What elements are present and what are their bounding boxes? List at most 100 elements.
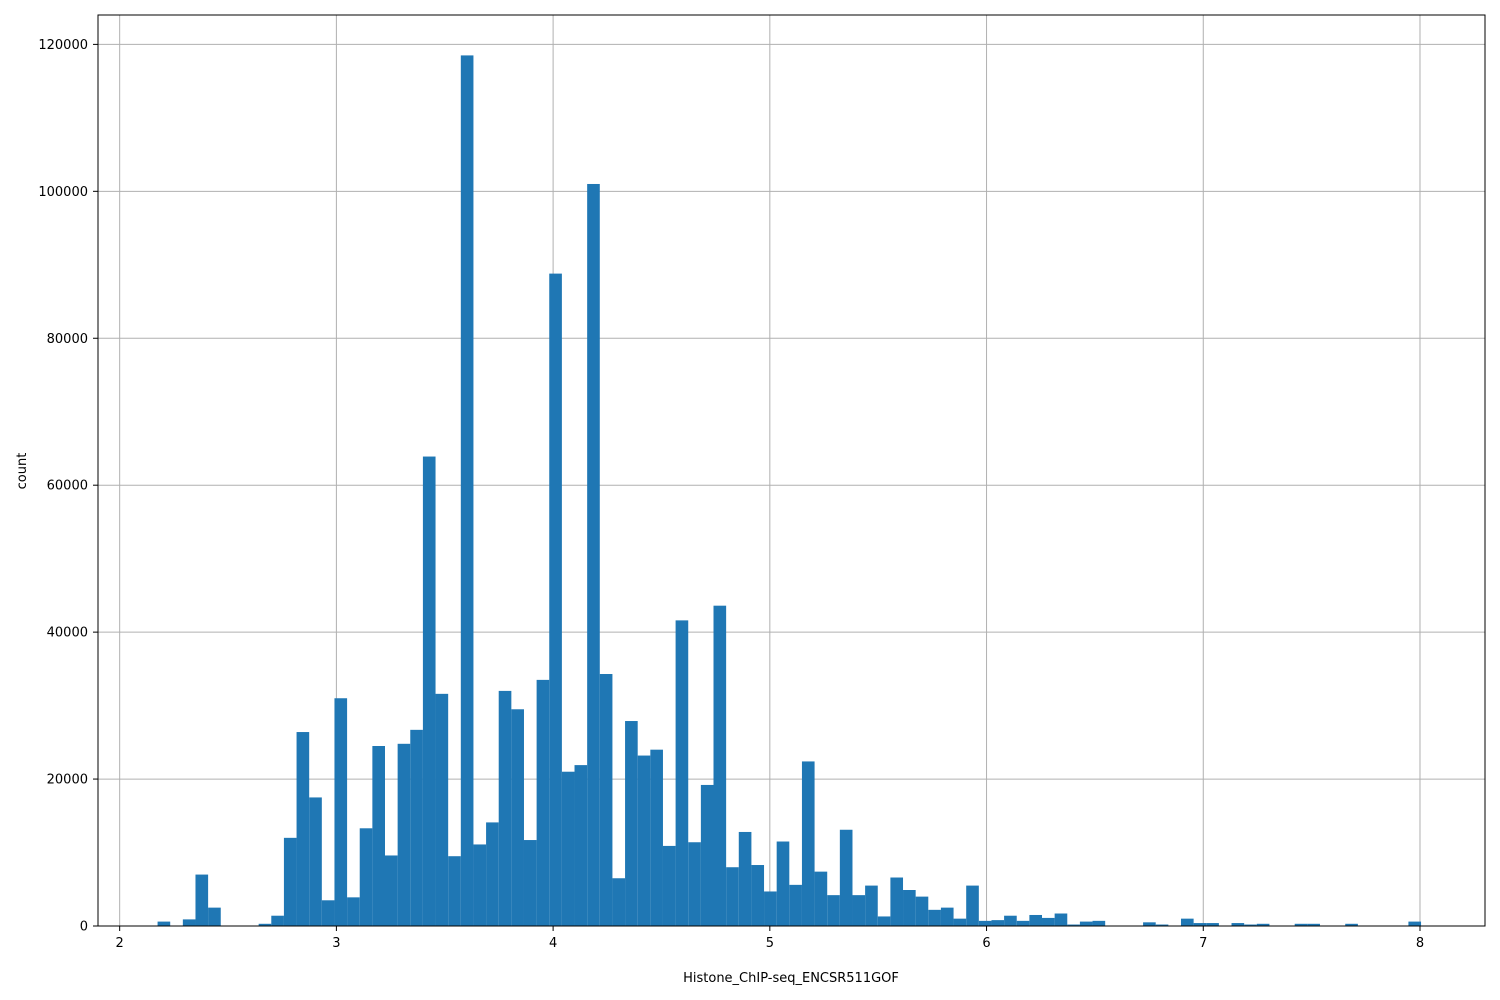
- histogram-bar-25: [435, 693, 449, 926]
- histogram-bar-71: [1016, 920, 1030, 926]
- histogram-bar-97: [1345, 923, 1358, 926]
- histogram-bar-12: [271, 915, 284, 926]
- histogram-bar-70: [1004, 915, 1017, 926]
- histogram-bar-77: [1092, 920, 1106, 926]
- histogram-bar-65: [940, 907, 954, 926]
- histogram-bar-68: [978, 920, 992, 926]
- y-tick-label-0: 0: [80, 920, 88, 935]
- histogram-bars: [157, 55, 1422, 927]
- histogram-bar-85: [1193, 923, 1207, 926]
- histogram-bar-11: [258, 923, 272, 926]
- histogram-bar-102: [1408, 921, 1422, 926]
- histogram-bar-89: [1244, 924, 1257, 926]
- histogram-bar-27: [460, 55, 474, 927]
- histogram-bar-34: [549, 273, 562, 926]
- histogram-bar-51: [764, 891, 777, 926]
- y-tick-label-5: 100000: [38, 185, 88, 200]
- histogram-bar-35: [561, 771, 575, 926]
- histogram-bar-93: [1294, 923, 1308, 926]
- histogram-bar-22: [397, 743, 411, 926]
- x-tick-label-4: 6: [982, 936, 990, 951]
- histogram-bar-52: [776, 841, 790, 926]
- y-tick-label-6: 120000: [38, 38, 88, 53]
- histogram-bar-19: [359, 828, 373, 926]
- histogram-bar-21: [385, 855, 398, 926]
- histogram-bar-54: [801, 761, 815, 926]
- x-tick-label-1: 3: [332, 936, 340, 951]
- histogram-bar-37: [587, 183, 600, 926]
- histogram-bar-26: [448, 856, 461, 926]
- histogram-bar-40: [625, 721, 638, 926]
- plot-area-frame: [97, 14, 1486, 927]
- x-tick-label-3: 5: [766, 936, 774, 951]
- histogram-bar-82: [1155, 924, 1169, 926]
- histogram-bar-6: [195, 874, 209, 926]
- histogram-bar-63: [915, 896, 929, 926]
- x-tick-label-2: 4: [549, 936, 557, 951]
- y-tick-label-3: 60000: [47, 479, 88, 494]
- histogram-bar-32: [523, 840, 537, 926]
- histogram-bar-45: [688, 842, 701, 926]
- histogram-bar-42: [650, 749, 663, 926]
- histogram-bar-24: [422, 456, 436, 926]
- histogram-bar-90: [1256, 923, 1270, 926]
- histogram-bar-7: [208, 907, 221, 926]
- histogram-bar-46: [700, 784, 714, 926]
- histogram-bar-76: [1079, 921, 1093, 926]
- axis-ticks: 2 3 4 5 6 7 8 0 20000 40000 60000 80000 100000 120000: [38, 38, 1424, 951]
- histogram-bar-47: [713, 605, 727, 926]
- histogram-bar-17: [334, 698, 348, 926]
- histogram-bar-60: [877, 916, 891, 926]
- histogram-bar-55: [814, 871, 828, 926]
- histogram-bar-67: [966, 885, 979, 926]
- histogram-bar-59: [865, 885, 878, 926]
- histogram-bar-48: [726, 867, 739, 926]
- y-axis-label: count: [15, 453, 30, 490]
- histogram-bar-61: [890, 877, 904, 926]
- x-axis-label: Histone_ChIP-seq_ENCSR511GOF: [683, 971, 899, 986]
- histogram-bar-13: [283, 837, 297, 926]
- histogram-bar-75: [1067, 924, 1080, 926]
- histogram-bar-23: [410, 729, 423, 926]
- x-tick-label-6: 8: [1416, 936, 1424, 951]
- histogram-bar-64: [928, 909, 941, 926]
- histogram-bar-33: [536, 679, 550, 926]
- histogram-bar-20: [372, 746, 386, 926]
- histogram-bar-72: [1029, 914, 1043, 926]
- histogram-bar-58: [852, 895, 866, 926]
- histogram-bar-30: [498, 690, 512, 926]
- y-tick-label-4: 80000: [47, 332, 88, 347]
- histogram-bar-36: [574, 765, 588, 926]
- histogram-bar-16: [321, 900, 335, 926]
- histogram-bar-41: [637, 755, 651, 926]
- histogram-bar-84: [1180, 918, 1194, 926]
- y-tick-label-1: 20000: [47, 773, 88, 788]
- x-tick-label-5: 7: [1199, 936, 1207, 951]
- histogram-bar-49: [738, 831, 752, 926]
- histogram-bar-31: [511, 709, 524, 926]
- histogram-bar-88: [1231, 923, 1245, 926]
- histogram-bar-44: [675, 620, 689, 926]
- histogram-bar-56: [827, 895, 840, 926]
- histogram-bar-18: [347, 897, 360, 926]
- histogram-bar-29: [486, 822, 499, 926]
- histogram-bar-5: [182, 919, 196, 926]
- histogram-bar-28: [473, 844, 487, 926]
- histogram-bar-62: [903, 890, 916, 926]
- histogram-bar-39: [612, 878, 626, 926]
- histogram-bar-15: [309, 797, 322, 926]
- y-tick-label-2: 40000: [47, 626, 88, 641]
- histogram-bar-43: [662, 845, 676, 926]
- histogram-bar-69: [991, 920, 1005, 926]
- histogram-bar-14: [296, 732, 310, 926]
- histogram-bar-94: [1307, 923, 1320, 926]
- histogram-bar-74: [1054, 913, 1068, 926]
- histogram-bar-57: [839, 829, 853, 926]
- histogram-bar-38: [599, 674, 613, 926]
- histogram-bar-50: [751, 865, 765, 926]
- x-tick-label-0: 2: [116, 936, 124, 951]
- histogram-bar-66: [953, 918, 967, 926]
- histogram-bar-86: [1206, 923, 1219, 926]
- histogram-bar-73: [1042, 917, 1055, 926]
